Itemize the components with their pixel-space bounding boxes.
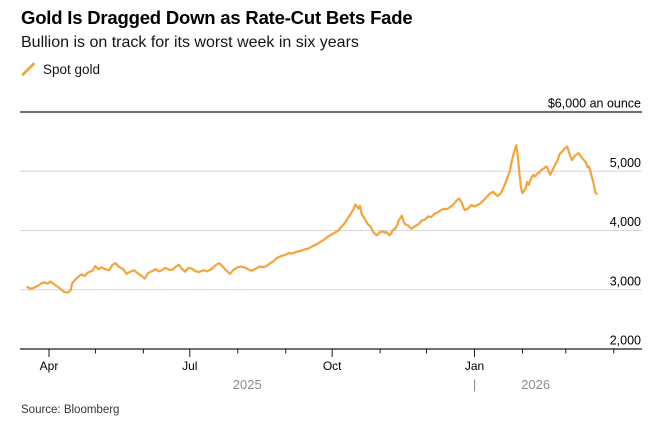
spot-gold-line	[26, 144, 598, 294]
chart-title: Gold Is Dragged Down as Rate-Cut Bets Fa…	[21, 7, 413, 28]
legend-label: Spot gold	[43, 62, 101, 77]
y-axis-label-2000: 2,000	[610, 334, 641, 348]
x-axis-label-Jan: Jan	[465, 359, 484, 373]
spot-gold-line-icon	[21, 62, 35, 76]
x-axis-label-Oct: Oct	[323, 359, 342, 373]
y-axis-label-6000: $6,000 an ounce	[548, 97, 641, 111]
y-axis-label-3000: 3,000	[610, 274, 641, 288]
legend: Spot gold	[21, 62, 100, 77]
year-divider: |	[473, 377, 476, 392]
year-label-2026: 2026	[521, 377, 550, 392]
year-label-2025: 2025	[233, 377, 262, 392]
y-axis-label-5000: 5,000	[610, 156, 641, 170]
source-note: Source: Bloomberg	[21, 404, 120, 416]
chart-subtitle: Bullion is on track for its worst week i…	[21, 34, 359, 51]
x-axis-label-Jul: Jul	[182, 359, 197, 373]
x-axis-label-Apr: Apr	[40, 359, 59, 373]
y-axis-label-4000: 4,000	[610, 215, 641, 229]
